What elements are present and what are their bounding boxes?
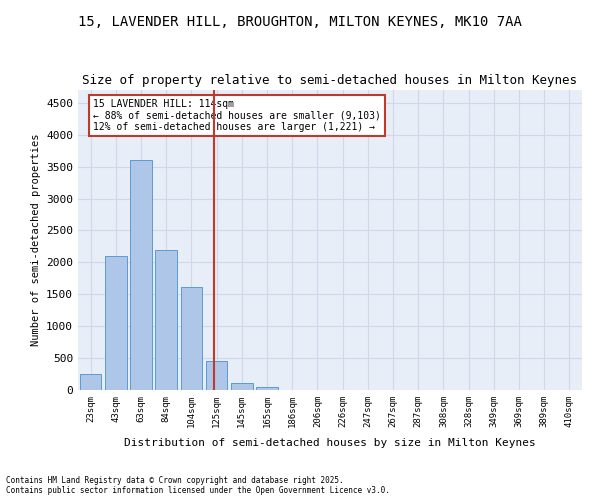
Text: 15 LAVENDER HILL: 114sqm
← 88% of semi-detached houses are smaller (9,103)
12% o: 15 LAVENDER HILL: 114sqm ← 88% of semi-d… (93, 99, 381, 132)
Bar (130, 160, 152, 390)
Title: Size of property relative to semi-detached houses in Milton Keynes: Size of property relative to semi-detach… (83, 74, 577, 88)
Y-axis label: Number of semi-detached properties: Number of semi-detached properties (31, 134, 41, 346)
X-axis label: Distribution of semi-detached houses by size in Milton Keynes: Distribution of semi-detached houses by … (124, 438, 536, 448)
Bar (105, 256, 127, 390)
Text: 15, LAVENDER HILL, BROUGHTON, MILTON KEYNES, MK10 7AA: 15, LAVENDER HILL, BROUGHTON, MILTON KEY… (78, 15, 522, 29)
Bar (155, 250, 177, 390)
Text: Contains HM Land Registry data © Crown copyright and database right 2025.
Contai: Contains HM Land Registry data © Crown c… (6, 476, 390, 495)
Bar (256, 387, 278, 390)
Bar (181, 286, 202, 390)
Bar (206, 360, 227, 390)
Bar (231, 384, 253, 390)
Bar (80, 374, 101, 390)
